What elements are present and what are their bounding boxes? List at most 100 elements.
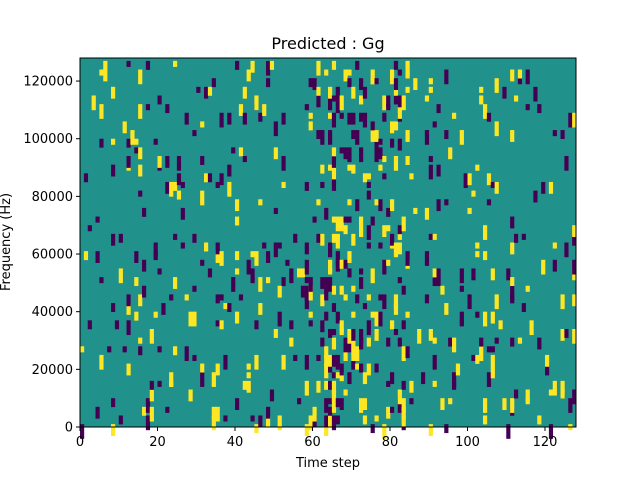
heatmap-cell xyxy=(483,251,488,261)
heatmap-cell xyxy=(521,303,526,312)
heatmap-cell xyxy=(552,130,557,137)
heatmap-cell xyxy=(362,112,368,128)
heatmap-cell xyxy=(475,251,480,258)
chart-title: Predicted : Gg xyxy=(271,34,384,53)
heatmap-cell xyxy=(397,242,402,255)
heatmap-cell xyxy=(134,251,139,263)
heatmap-cell xyxy=(111,86,116,99)
heatmap-cell xyxy=(289,268,294,284)
heatmap-cell xyxy=(258,415,263,428)
heatmap-cell xyxy=(471,354,476,361)
heatmap-cell xyxy=(440,285,445,295)
heatmap-cell xyxy=(246,372,251,379)
heatmap-cell xyxy=(324,424,329,436)
heatmap-cell xyxy=(537,104,542,114)
heatmap-cell xyxy=(479,95,484,105)
heatmap-cell xyxy=(138,147,143,160)
x-axis-label: Time step xyxy=(295,456,360,471)
heatmap-cell xyxy=(328,130,333,145)
heatmap-cell xyxy=(572,328,577,344)
heatmap-cell xyxy=(254,424,259,434)
heatmap-cell xyxy=(227,181,232,197)
heatmap-cell xyxy=(347,337,352,353)
heatmap-cell xyxy=(316,60,321,76)
heatmap-cell xyxy=(324,372,329,379)
heatmap-cell xyxy=(281,112,286,125)
heatmap-cell xyxy=(169,372,174,387)
heatmap-cell xyxy=(386,207,391,217)
heatmap-cell xyxy=(463,173,468,189)
heatmap-cell xyxy=(188,389,193,402)
heatmap-cell xyxy=(390,320,395,330)
heatmap-cell xyxy=(145,60,151,70)
heatmap-cell xyxy=(409,380,414,393)
heatmap-cell xyxy=(517,78,523,85)
heatmap-cell xyxy=(494,181,499,194)
heatmap-cell xyxy=(362,303,368,310)
heatmap-cell xyxy=(83,173,89,183)
heatmap-cell xyxy=(440,398,445,411)
heatmap-cell xyxy=(328,164,333,171)
heatmap-cell xyxy=(343,389,348,396)
heatmap-cell xyxy=(308,112,313,119)
heatmap-cell xyxy=(366,337,371,347)
heatmap-cell xyxy=(397,138,402,151)
heatmap-cell xyxy=(409,398,414,405)
heatmap-cell xyxy=(405,346,410,359)
heatmap-cell xyxy=(370,311,375,318)
heatmap-cell xyxy=(126,60,131,67)
heatmap-cell xyxy=(331,233,337,243)
heatmap-cell xyxy=(436,268,441,278)
heatmap-cell xyxy=(161,303,166,315)
heatmap-cell xyxy=(514,389,519,399)
heatmap-cell xyxy=(266,277,271,284)
x-tick-label: 80 xyxy=(382,435,399,450)
heatmap-cell xyxy=(266,251,271,263)
heatmap-cell xyxy=(138,164,143,177)
heatmap-cell xyxy=(316,380,321,393)
heatmap-cell xyxy=(165,181,170,194)
heatmap-cell xyxy=(424,207,430,220)
heatmap-cell xyxy=(250,415,255,422)
heatmap-cell xyxy=(409,173,414,180)
heatmap-cell xyxy=(142,285,147,298)
heatmap-cell xyxy=(324,69,329,76)
heatmap-cell xyxy=(370,268,375,284)
heatmap-cell xyxy=(200,363,205,373)
heatmap-cell xyxy=(304,259,309,275)
heatmap-cell xyxy=(331,181,337,191)
heatmap-cell xyxy=(192,130,197,137)
heatmap-cell xyxy=(219,251,224,266)
heatmap-cell xyxy=(444,199,449,206)
heatmap-cell xyxy=(304,380,309,396)
heatmap-cell xyxy=(99,354,104,370)
heatmap-cell xyxy=(405,60,410,76)
heatmap-cell xyxy=(510,277,515,287)
heatmap-cell xyxy=(320,277,325,289)
heatmap-cell xyxy=(455,363,461,376)
heatmap-cell xyxy=(277,285,282,298)
heatmap-cell xyxy=(246,259,251,275)
heatmap-cell xyxy=(560,380,565,393)
heatmap-cell xyxy=(188,311,193,327)
heatmap-cell xyxy=(331,415,337,431)
heatmap-cell xyxy=(235,199,240,212)
heatmap-cell xyxy=(192,311,197,327)
heatmap-cell xyxy=(390,199,395,212)
heatmap-cell xyxy=(428,156,433,163)
heatmap-cell xyxy=(250,60,255,73)
heatmap-cell xyxy=(405,130,410,142)
heatmap-cell xyxy=(142,259,147,272)
heatmap-cell xyxy=(405,86,410,93)
heatmap-cell xyxy=(149,389,154,402)
heatmap-cell xyxy=(134,138,139,145)
heatmap-cell xyxy=(359,95,364,105)
heatmap-cell xyxy=(339,285,344,295)
heatmap-cell xyxy=(297,268,302,278)
heatmap-cell xyxy=(118,268,123,284)
heatmap-cell xyxy=(320,294,325,307)
heatmap-cell xyxy=(316,233,321,243)
heatmap-cell xyxy=(378,242,383,249)
heatmap-cell xyxy=(316,354,321,361)
heatmap-cell xyxy=(103,60,108,70)
